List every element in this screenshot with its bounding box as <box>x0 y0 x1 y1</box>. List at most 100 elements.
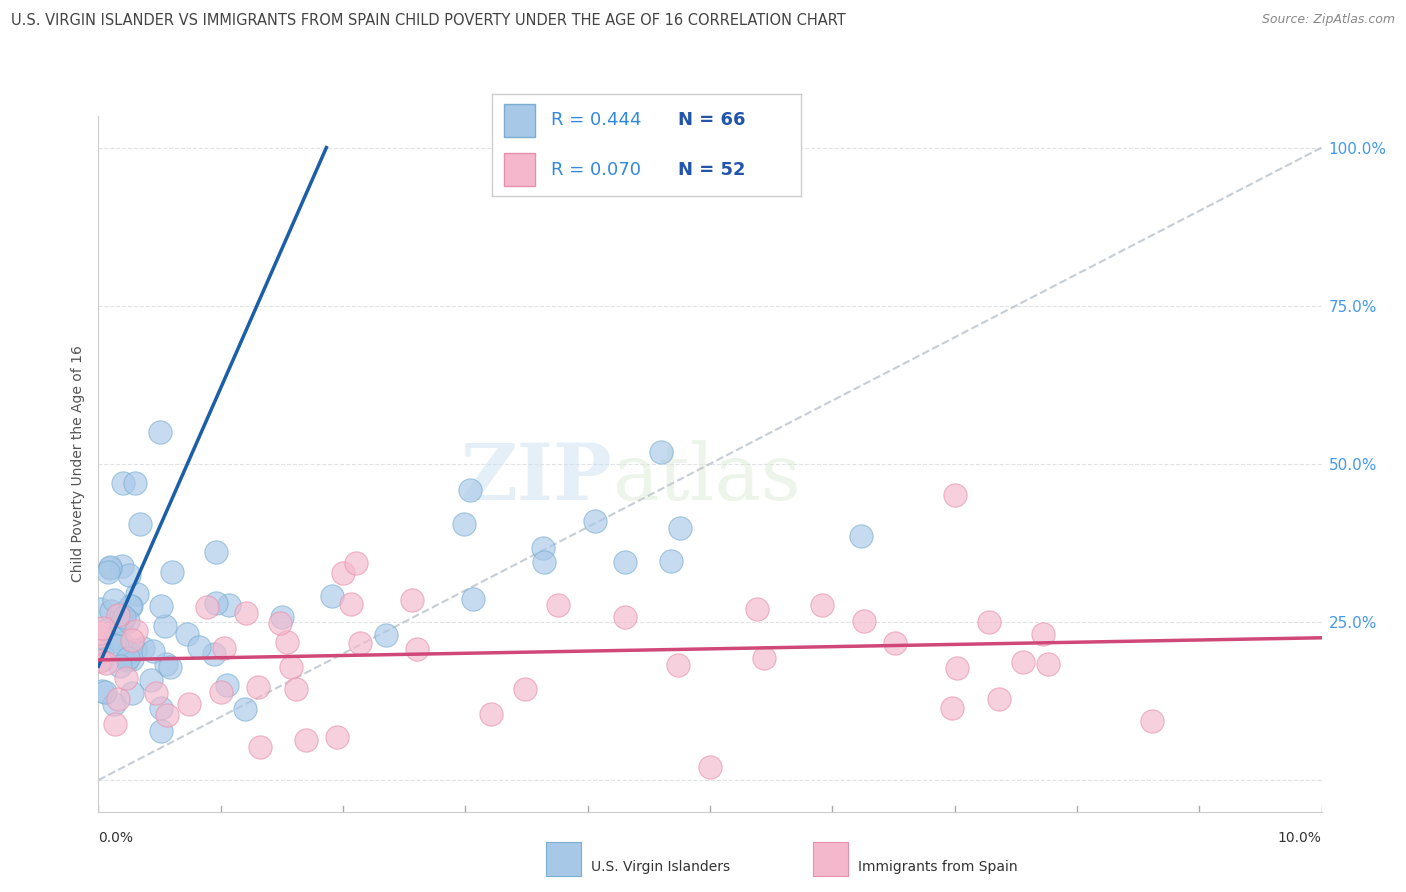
Point <box>531 541 554 555</box>
Point <box>883 636 905 650</box>
Point <box>214 640 236 655</box>
Point <box>941 701 963 715</box>
Point <box>125 624 148 639</box>
Point <box>1012 655 1035 669</box>
Point <box>669 521 692 535</box>
Point <box>118 568 141 582</box>
Point <box>132 640 155 655</box>
Point <box>111 559 134 574</box>
Point <box>533 555 555 569</box>
Text: ZIP: ZIP <box>461 440 612 516</box>
Point <box>110 636 132 650</box>
Text: 10.0%: 10.0% <box>1278 830 1322 845</box>
Point <box>461 592 484 607</box>
Point <box>141 644 163 658</box>
Point <box>745 602 768 616</box>
Point <box>209 685 232 699</box>
Point <box>218 598 240 612</box>
Point <box>103 592 125 607</box>
Point <box>104 631 127 645</box>
Point <box>90 653 112 667</box>
FancyBboxPatch shape <box>505 153 536 186</box>
Point <box>121 652 143 666</box>
Point <box>108 659 131 673</box>
Point <box>547 598 569 612</box>
Point <box>153 619 176 633</box>
Text: N = 52: N = 52 <box>678 161 745 178</box>
Point <box>117 651 139 665</box>
Point <box>91 683 114 698</box>
Point <box>946 661 969 675</box>
Point <box>89 655 111 669</box>
Point <box>650 445 672 459</box>
Point <box>583 514 606 528</box>
Point <box>204 596 226 610</box>
Point <box>104 716 127 731</box>
Point <box>150 724 173 739</box>
Point <box>105 639 128 653</box>
Point <box>513 681 536 696</box>
Point <box>120 599 142 614</box>
Text: 0.0%: 0.0% <box>98 830 134 845</box>
Point <box>1036 657 1059 671</box>
Point <box>149 599 172 614</box>
Point <box>176 626 198 640</box>
Point <box>453 517 475 532</box>
Text: U.S. VIRGIN ISLANDER VS IMMIGRANTS FROM SPAIN CHILD POVERTY UNDER THE AGE OF 16 : U.S. VIRGIN ISLANDER VS IMMIGRANTS FROM … <box>11 13 846 29</box>
Point <box>89 629 111 643</box>
Point <box>120 599 142 614</box>
Point <box>159 660 181 674</box>
Point <box>202 647 225 661</box>
Point <box>162 565 184 579</box>
Point <box>100 604 122 618</box>
Point <box>752 651 775 665</box>
Point <box>852 615 875 629</box>
Point <box>124 475 146 490</box>
Point <box>110 607 132 622</box>
Text: R = 0.070: R = 0.070 <box>551 161 641 178</box>
Point <box>110 616 132 631</box>
Point <box>340 598 363 612</box>
Point <box>280 660 302 674</box>
Point <box>614 555 637 569</box>
Point <box>114 671 136 685</box>
Point <box>127 587 149 601</box>
Point <box>156 708 179 723</box>
Text: Source: ZipAtlas.com: Source: ZipAtlas.com <box>1261 13 1395 27</box>
Point <box>177 697 200 711</box>
Point <box>124 642 146 657</box>
Point <box>91 643 114 657</box>
Point <box>458 483 481 497</box>
Point <box>249 739 271 754</box>
Point <box>103 697 125 711</box>
Point <box>285 681 308 696</box>
Point <box>659 554 682 568</box>
Point <box>979 615 1001 629</box>
Point <box>107 607 129 622</box>
Point <box>401 593 423 607</box>
Point <box>849 529 872 543</box>
Point <box>187 640 209 655</box>
Point <box>810 598 832 612</box>
Point <box>332 566 354 580</box>
Point <box>1140 714 1163 728</box>
Point <box>94 685 117 699</box>
Point <box>98 560 121 574</box>
Point <box>91 621 114 635</box>
Point <box>406 642 429 657</box>
Point <box>117 645 139 659</box>
Point <box>479 706 502 721</box>
Point <box>1032 627 1054 641</box>
Text: R = 0.444: R = 0.444 <box>551 112 641 129</box>
Point <box>614 610 637 624</box>
Point <box>139 673 162 688</box>
Point <box>121 633 143 648</box>
Point <box>114 610 136 624</box>
Point <box>129 517 152 532</box>
Point <box>217 678 239 692</box>
Point <box>98 561 121 575</box>
Point <box>117 614 139 628</box>
FancyBboxPatch shape <box>505 104 536 136</box>
Point <box>276 635 298 649</box>
Point <box>97 566 120 580</box>
